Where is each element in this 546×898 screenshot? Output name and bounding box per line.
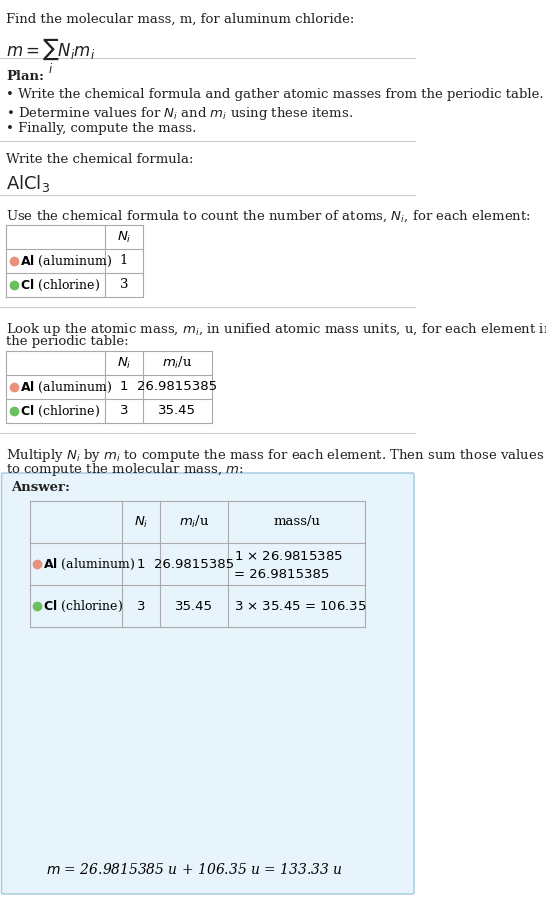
Text: $N_i$: $N_i$: [117, 230, 131, 244]
Text: $\mathbf{Cl}$ (chlorine): $\mathbf{Cl}$ (chlorine): [20, 403, 100, 418]
Text: $N_i$: $N_i$: [117, 356, 131, 371]
Text: $m = \sum_i N_i m_i$: $m = \sum_i N_i m_i$: [6, 36, 96, 76]
Text: Plan:: Plan:: [6, 70, 44, 83]
Text: • Write the chemical formula and gather atomic masses from the periodic table.: • Write the chemical formula and gather …: [6, 88, 544, 101]
Text: $m$ = 26.9815385 u + 106.35 u = 133.33 u: $m$ = 26.9815385 u + 106.35 u = 133.33 u: [46, 862, 342, 877]
Text: • Finally, compute the mass.: • Finally, compute the mass.: [6, 122, 197, 135]
Text: mass/u: mass/u: [274, 515, 321, 529]
Text: 1: 1: [120, 381, 128, 393]
Text: $\mathbf{Cl}$ (chlorine): $\mathbf{Cl}$ (chlorine): [43, 598, 123, 613]
Text: to compute the molecular mass, $m$:: to compute the molecular mass, $m$:: [6, 461, 244, 478]
Text: 35.45: 35.45: [158, 404, 197, 418]
Text: Look up the atomic mass, $m_i$, in unified atomic mass units, u, for each elemen: Look up the atomic mass, $m_i$, in unifi…: [6, 321, 546, 338]
Text: Use the chemical formula to count the number of atoms, $N_i$, for each element:: Use the chemical formula to count the nu…: [6, 209, 531, 224]
Text: Multiply $N_i$ by $m_i$ to compute the mass for each element. Then sum those val: Multiply $N_i$ by $m_i$ to compute the m…: [6, 447, 544, 464]
Text: 26.9815385: 26.9815385: [154, 558, 234, 570]
Text: Write the chemical formula:: Write the chemical formula:: [6, 153, 194, 166]
FancyBboxPatch shape: [2, 473, 414, 894]
Text: 3: 3: [136, 600, 145, 612]
Text: $N_i$: $N_i$: [134, 515, 148, 530]
Text: the periodic table:: the periodic table:: [6, 335, 129, 348]
Text: 35.45: 35.45: [175, 600, 213, 612]
Text: • Determine values for $N_i$ and $m_i$ using these items.: • Determine values for $N_i$ and $m_i$ u…: [6, 105, 353, 122]
Text: Find the molecular mass, m, for aluminum chloride:: Find the molecular mass, m, for aluminum…: [6, 13, 354, 26]
Text: 1: 1: [136, 558, 145, 570]
Text: $\mathbf{Al}$ (aluminum): $\mathbf{Al}$ (aluminum): [20, 380, 112, 394]
Text: $m_i$/u: $m_i$/u: [162, 355, 193, 371]
Text: 3: 3: [120, 404, 128, 418]
Text: $m_i$/u: $m_i$/u: [179, 514, 209, 530]
Text: = 26.9815385: = 26.9815385: [234, 568, 330, 580]
Text: $\mathbf{Al}$ (aluminum): $\mathbf{Al}$ (aluminum): [43, 557, 135, 571]
Text: 1 $\times$ 26.9815385: 1 $\times$ 26.9815385: [234, 550, 343, 562]
Text: 3 $\times$ 35.45 = 106.35: 3 $\times$ 35.45 = 106.35: [234, 600, 367, 612]
Text: $\mathbf{Cl}$ (chlorine): $\mathbf{Cl}$ (chlorine): [20, 277, 100, 293]
Text: Answer:: Answer:: [11, 481, 70, 494]
Text: 3: 3: [120, 278, 128, 292]
Text: $\mathrm{AlCl_3}$: $\mathrm{AlCl_3}$: [6, 173, 50, 194]
Text: 26.9815385: 26.9815385: [137, 381, 217, 393]
Text: $\mathbf{Al}$ (aluminum): $\mathbf{Al}$ (aluminum): [20, 253, 112, 269]
Text: 1: 1: [120, 254, 128, 268]
